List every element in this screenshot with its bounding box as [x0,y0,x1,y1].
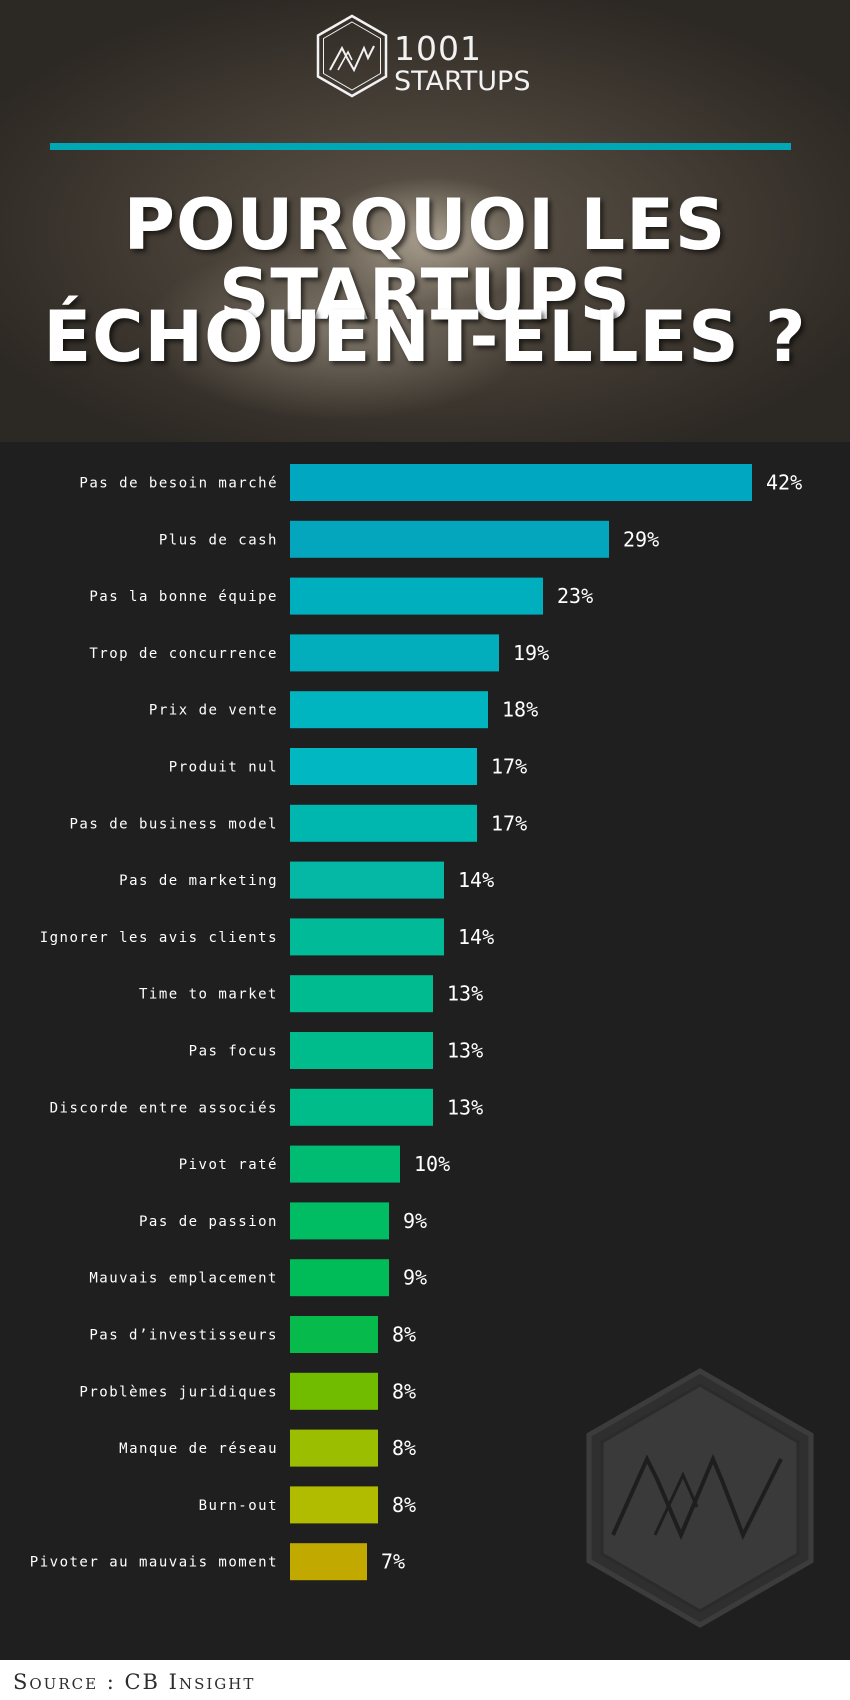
value-label: 19% [513,641,549,665]
bar [290,1145,400,1183]
hexagon-logo-icon [316,14,388,98]
value-label: 8% [392,1436,416,1460]
headline-line-2: ÉCHOUENT-ELLES ? [43,296,807,378]
bar [290,1088,433,1126]
category-label: Discorde entre associés [50,1100,278,1116]
bar-chart: Pas de besoin marché 42% Plus de cash 29% Pa… [0,442,850,1660]
category-label: Pas de besoin marché [79,476,278,492]
brand-number: 1001 [394,29,482,68]
value-label: 42% [766,471,802,495]
value-label: 8% [392,1379,416,1403]
category-label: Burn-out [199,1498,278,1514]
value-label: 9% [403,1266,427,1290]
footer: Source : CB Insight [0,1660,850,1700]
bar [290,1032,433,1069]
bar [290,861,444,899]
value-label: 17% [491,755,527,779]
bar [290,1316,378,1353]
value-label: 29% [623,527,659,551]
bar [290,1372,378,1410]
value-label: 14% [458,925,494,949]
category-label: Pas d’investisseurs [89,1328,278,1344]
category-label: Pas de marketing [119,873,278,889]
category-label: Pas de passion [139,1214,278,1230]
value-label: 17% [491,811,527,835]
bar [290,1429,378,1467]
brand-logo: 1001 STARTUPS [316,14,556,100]
value-label: 10% [414,1152,450,1176]
value-label: 7% [381,1550,405,1574]
bar [290,918,444,956]
bar [290,634,499,672]
bar [290,1543,367,1581]
bar [290,748,477,785]
category-label: Trop de concurrence [89,646,278,662]
bar [290,1486,378,1524]
accent-divider [50,143,791,150]
category-label: Ignorer les avis clients [40,930,278,946]
category-label: Pas de business model [69,816,278,832]
value-label: 9% [403,1209,427,1233]
bar [290,520,609,558]
value-label: 14% [458,868,494,892]
header-banner: 1001 STARTUPS POURQUOI LES STARTUPS ÉCHO… [0,0,850,442]
category-label: Plus de cash [159,532,278,548]
bar [290,464,752,501]
source-credit: Source : CB Insight [13,1670,256,1694]
value-label: 13% [447,1095,483,1119]
bar [290,804,477,842]
category-label: Pivot raté [179,1157,278,1173]
headline-line-1: POURQUOI LES STARTUPS [123,184,727,336]
value-label: 13% [447,982,483,1006]
value-label: 8% [392,1493,416,1517]
bar [290,577,543,615]
chart-canvas: Pas de besoin marché 42% Plus de cash 29% Pa… [30,464,802,1581]
brand-word: STARTUPS [394,66,531,97]
value-label: 23% [557,584,593,608]
category-label: Problèmes juridiques [79,1384,278,1400]
category-label: Pivoter au mauvais moment [30,1555,278,1571]
category-label: Prix de vente [149,703,278,719]
value-label: 18% [502,698,538,722]
bar [290,975,433,1013]
category-label: Mauvais emplacement [89,1271,278,1287]
category-label: Time to market [139,987,278,1003]
bar [290,1259,389,1297]
hexagon-watermark-icon [586,1368,814,1628]
bar [290,1202,389,1240]
category-label: Produit nul [169,760,278,776]
category-label: Pas focus [189,1044,278,1060]
value-label: 8% [392,1323,416,1347]
category-label: Manque de réseau [119,1441,278,1457]
bar [290,691,488,729]
category-label: Pas la bonne équipe [89,589,278,605]
value-label: 13% [447,1039,483,1063]
